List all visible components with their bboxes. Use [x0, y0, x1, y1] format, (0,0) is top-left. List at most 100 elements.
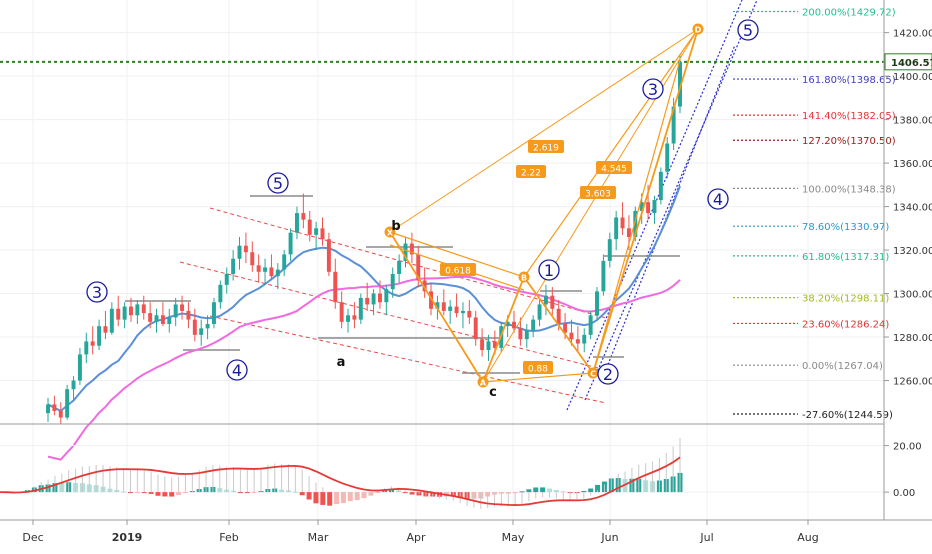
ratio-label: 0.88: [528, 365, 548, 375]
candle-body: [639, 202, 644, 211]
candle-body: [633, 210, 638, 238]
candle-body: [122, 306, 127, 320]
candle-body: [192, 319, 197, 335]
candle-body: [205, 323, 210, 329]
candle-body: [65, 389, 70, 418]
macd-histogram-bar: [313, 492, 319, 504]
candle-body: [626, 228, 631, 238]
harmonic-leg: [389, 231, 484, 383]
macd-histogram-bar: [292, 491, 298, 493]
macd-histogram-bar: [540, 487, 546, 493]
candle-body: [301, 213, 306, 220]
wave-label: 5: [273, 174, 283, 193]
macd-histogram-bar: [176, 492, 182, 496]
macd-histogram-bar: [169, 492, 175, 497]
macd-histogram-bar: [526, 489, 532, 493]
wave-labels: 3 4 5 1 2 3 4 5 a b c: [86, 19, 759, 400]
candle-body: [46, 404, 50, 414]
candle-body: [243, 245, 248, 253]
macd-histogram-bar: [141, 492, 147, 494]
candle-body: [416, 254, 421, 281]
macd-histogram-bar: [128, 492, 134, 494]
wave-letter-label: c: [489, 385, 497, 400]
candle-body: [473, 317, 478, 340]
candle-body: [314, 228, 319, 235]
ratio-label: 4.545: [601, 165, 627, 175]
ma-fast-line: [47, 185, 681, 413]
candle-body: [103, 326, 108, 333]
macd-histogram-bar: [244, 492, 250, 494]
macd-histogram-bar: [519, 491, 525, 493]
candle-body: [154, 315, 159, 322]
macd-histogram-bar: [134, 492, 140, 494]
channel-line: [179, 261, 607, 371]
x-tick-label: Aug: [797, 531, 818, 544]
macd-histogram-bar: [546, 488, 552, 493]
x-tick-label: Jun: [600, 531, 618, 544]
wave-label-circle: [86, 281, 108, 303]
harmonic-point-dot: [587, 367, 599, 379]
candle-body: [358, 297, 363, 320]
harmonic-point-label: C: [590, 370, 596, 379]
y-tick-label: 1300.00: [893, 290, 932, 301]
fib-label: 100.00%(1348.38): [802, 184, 896, 195]
wave-label-circle: [226, 359, 248, 381]
fib-label: 200.00%(1429.72): [802, 7, 896, 18]
candle-body: [678, 61, 682, 107]
candle-body: [569, 332, 574, 340]
harmonic-point-label: A: [480, 379, 487, 388]
up-channel-line: [584, 0, 758, 401]
channel-line: [209, 207, 607, 319]
candle-body: [563, 323, 568, 333]
y-tick-label: 1260.00: [893, 377, 932, 388]
macd-histogram-bar: [402, 492, 408, 494]
macd-histogram-bar: [306, 492, 312, 500]
candle-body: [212, 302, 216, 324]
candle-body: [71, 380, 76, 390]
harmonic-leg: [389, 231, 525, 278]
wave-label: 3: [92, 283, 102, 302]
harmonic-leg: [523, 276, 594, 374]
macd-tick-label: 20.00: [893, 442, 922, 453]
ratio-label: 2.619: [533, 144, 559, 154]
candle-body: [467, 310, 472, 318]
current-price-tag: 1406.57: [891, 58, 932, 69]
candle-body: [601, 260, 606, 292]
candle-body: [109, 308, 114, 333]
x-tick-label: Mar: [308, 531, 329, 544]
trend-channels: [179, 0, 758, 411]
macd-histogram-bar: [375, 492, 381, 494]
candle-body: [307, 219, 312, 235]
y-tick-label: 1420.00: [893, 29, 932, 40]
macd-histogram-bar: [327, 492, 333, 506]
y-tick-label: 1360.00: [893, 159, 932, 170]
macd-histogram-bar: [588, 488, 594, 493]
candle-body: [582, 334, 587, 344]
macd-histogram-bar: [121, 491, 127, 493]
ratio-label: 2.22: [521, 169, 541, 179]
candle-body: [97, 326, 102, 346]
harmonic-leg: [592, 28, 699, 374]
fibonacci-levels: 200.00%(1429.72) 161.80%(1398.65) 141.40%(…: [0, 7, 896, 421]
macd-histogram-bar: [581, 491, 587, 493]
y-tick-label: 1320.00: [893, 246, 932, 257]
up-channel-line: [604, 44, 736, 373]
macd-histogram-bar: [148, 492, 154, 494]
candle-body: [537, 304, 542, 320]
harmonic-point-label: D: [695, 26, 702, 35]
candle-body: [135, 304, 140, 316]
candle-body: [84, 341, 89, 355]
candle-body: [607, 239, 612, 261]
candle-body: [326, 239, 331, 272]
candle-body: [409, 243, 414, 255]
wave-label: 4: [713, 190, 723, 209]
macd-histogram-bar: [533, 487, 539, 493]
harmonic-leg: [389, 28, 699, 233]
wave-label: 2: [603, 365, 613, 384]
wave-label-circle: [642, 78, 664, 100]
ratio-label: 3.603: [585, 190, 611, 200]
candle-body: [397, 260, 402, 274]
candle-body: [180, 304, 185, 311]
